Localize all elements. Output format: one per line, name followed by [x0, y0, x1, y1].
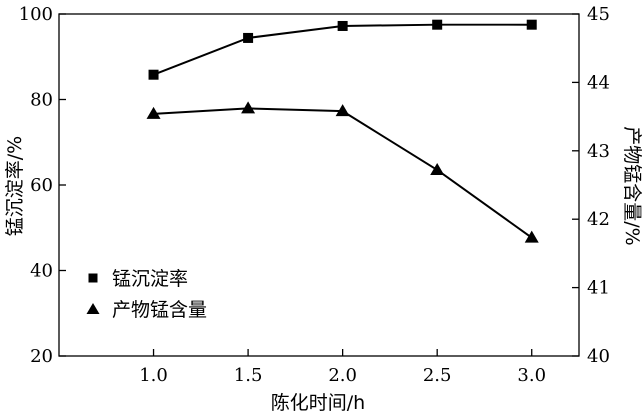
- data-point-square: [432, 19, 443, 30]
- x-axis-label: 陈化时间/h: [271, 392, 365, 414]
- y-right-tick-label: 43: [587, 141, 610, 162]
- data-point-square: [526, 19, 537, 30]
- y-right-tick-label: 40: [587, 346, 610, 367]
- y-right-tick-label: 45: [587, 4, 610, 25]
- x-tick-label: 3.0: [517, 365, 546, 386]
- x-tick-label: 2.5: [423, 365, 452, 386]
- legend-label-manganese-precipitation-rate: 锰沉淀率: [112, 268, 188, 290]
- y-right-axis-label: 产物锰含量/%: [621, 126, 642, 245]
- y-left-tick-label: 80: [30, 90, 53, 111]
- data-point-square: [337, 20, 348, 31]
- y-left-axis-label: 锰沉淀率/%: [4, 136, 26, 236]
- y-right-tick-label: 41: [587, 278, 610, 299]
- x-tick-label: 1.0: [139, 365, 168, 386]
- legend-label-product-manganese-content: 产物锰含量: [112, 299, 207, 321]
- series: [146, 19, 539, 243]
- y-left-tick-label: 60: [30, 175, 53, 196]
- x-axis-ticks: 1.0 1.5 2.0 2.5 3.0: [139, 349, 546, 386]
- data-point-square: [243, 32, 254, 43]
- x-tick-label: 1.5: [234, 365, 263, 386]
- y-right-tick-label: 42: [587, 209, 610, 230]
- y-left-tick-label: 40: [30, 261, 53, 282]
- series-line-1: [153, 23, 532, 76]
- data-point-triangle: [241, 101, 256, 114]
- x-tick-label: 2.0: [328, 365, 357, 386]
- legend-marker-square: [88, 273, 98, 283]
- y-right-axis-ticks: 40 41 42 43 44 45: [572, 4, 610, 367]
- data-point-triangle: [335, 104, 350, 117]
- y-left-tick-label: 20: [30, 346, 53, 367]
- y-left-tick-label: 100: [19, 4, 53, 25]
- legend: 锰沉淀率 产物锰含量: [86, 268, 207, 321]
- data-point-square: [148, 69, 159, 80]
- data-point-triangle: [524, 230, 539, 243]
- legend-marker-triangle: [86, 303, 100, 314]
- y-left-axis-ticks: 20 40 60 80 100: [19, 4, 66, 367]
- data-point-triangle: [430, 162, 445, 175]
- series-line-2: [153, 107, 533, 239]
- y-right-tick-label: 44: [587, 72, 610, 93]
- data-point-triangle: [146, 106, 161, 119]
